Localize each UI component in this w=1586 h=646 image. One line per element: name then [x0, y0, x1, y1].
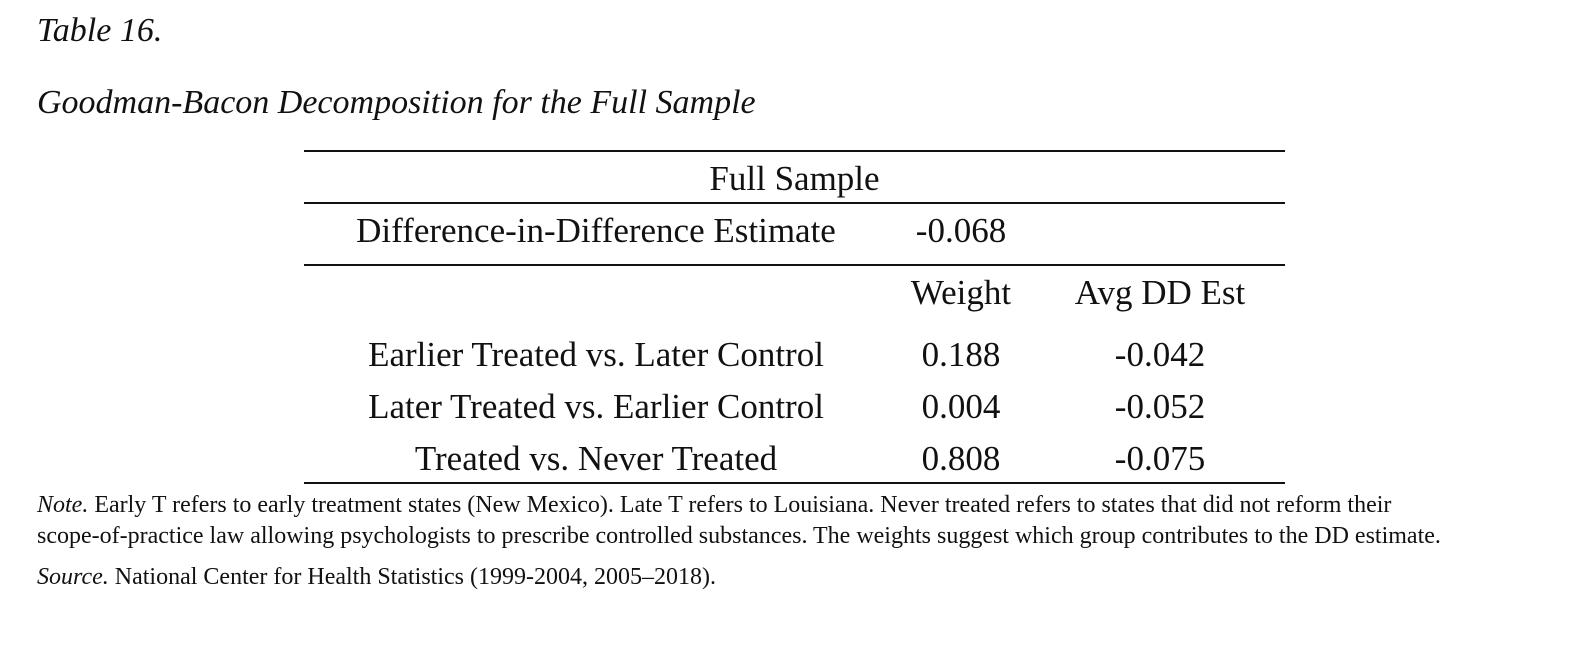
row-label: Earlier Treated vs. Later Control [368, 335, 824, 374]
top-rule [304, 150, 1285, 152]
row-avg-dd: -0.075 [1114, 439, 1206, 478]
panel-rule [304, 202, 1285, 204]
table-source: Source. National Center for Health Stati… [37, 562, 716, 593]
table-title: Goodman-Bacon Decomposition for the Full… [37, 84, 756, 121]
note-line-2: scope-of-practice law allowing psycholog… [37, 523, 1441, 549]
dd-estimate-value: -0.068 [915, 211, 1007, 250]
row-label: Later Treated vs. Earlier Control [368, 387, 824, 426]
column-header-weight: Weight [910, 273, 1012, 312]
bottom-rule [304, 482, 1285, 484]
note-label: Note. [37, 492, 89, 518]
source-text: National Center for Health Statistics (1… [114, 564, 716, 590]
header-rule [304, 264, 1285, 266]
row-avg-dd: -0.042 [1114, 335, 1206, 374]
row-weight: 0.188 [921, 335, 1001, 374]
row-weight: 0.004 [921, 387, 1001, 426]
source-label: Source. [37, 564, 109, 590]
note-line-1: Note. Early T refers to early treatment … [37, 490, 1441, 521]
note-text-1: Early T refers to early treatment states… [94, 492, 1392, 518]
table-number: Table 16. [37, 12, 163, 49]
row-label: Treated vs. Never Treated [414, 439, 778, 478]
dd-estimate-label: Difference-in-Difference Estimate [356, 211, 836, 250]
column-header-avg-dd: Avg DD Est [1074, 273, 1246, 312]
row-avg-dd: -0.052 [1114, 387, 1206, 426]
row-weight: 0.808 [921, 439, 1001, 478]
panel-header: Full Sample [709, 159, 880, 198]
table-note: Note. Early T refers to early treatment … [37, 490, 1441, 552]
